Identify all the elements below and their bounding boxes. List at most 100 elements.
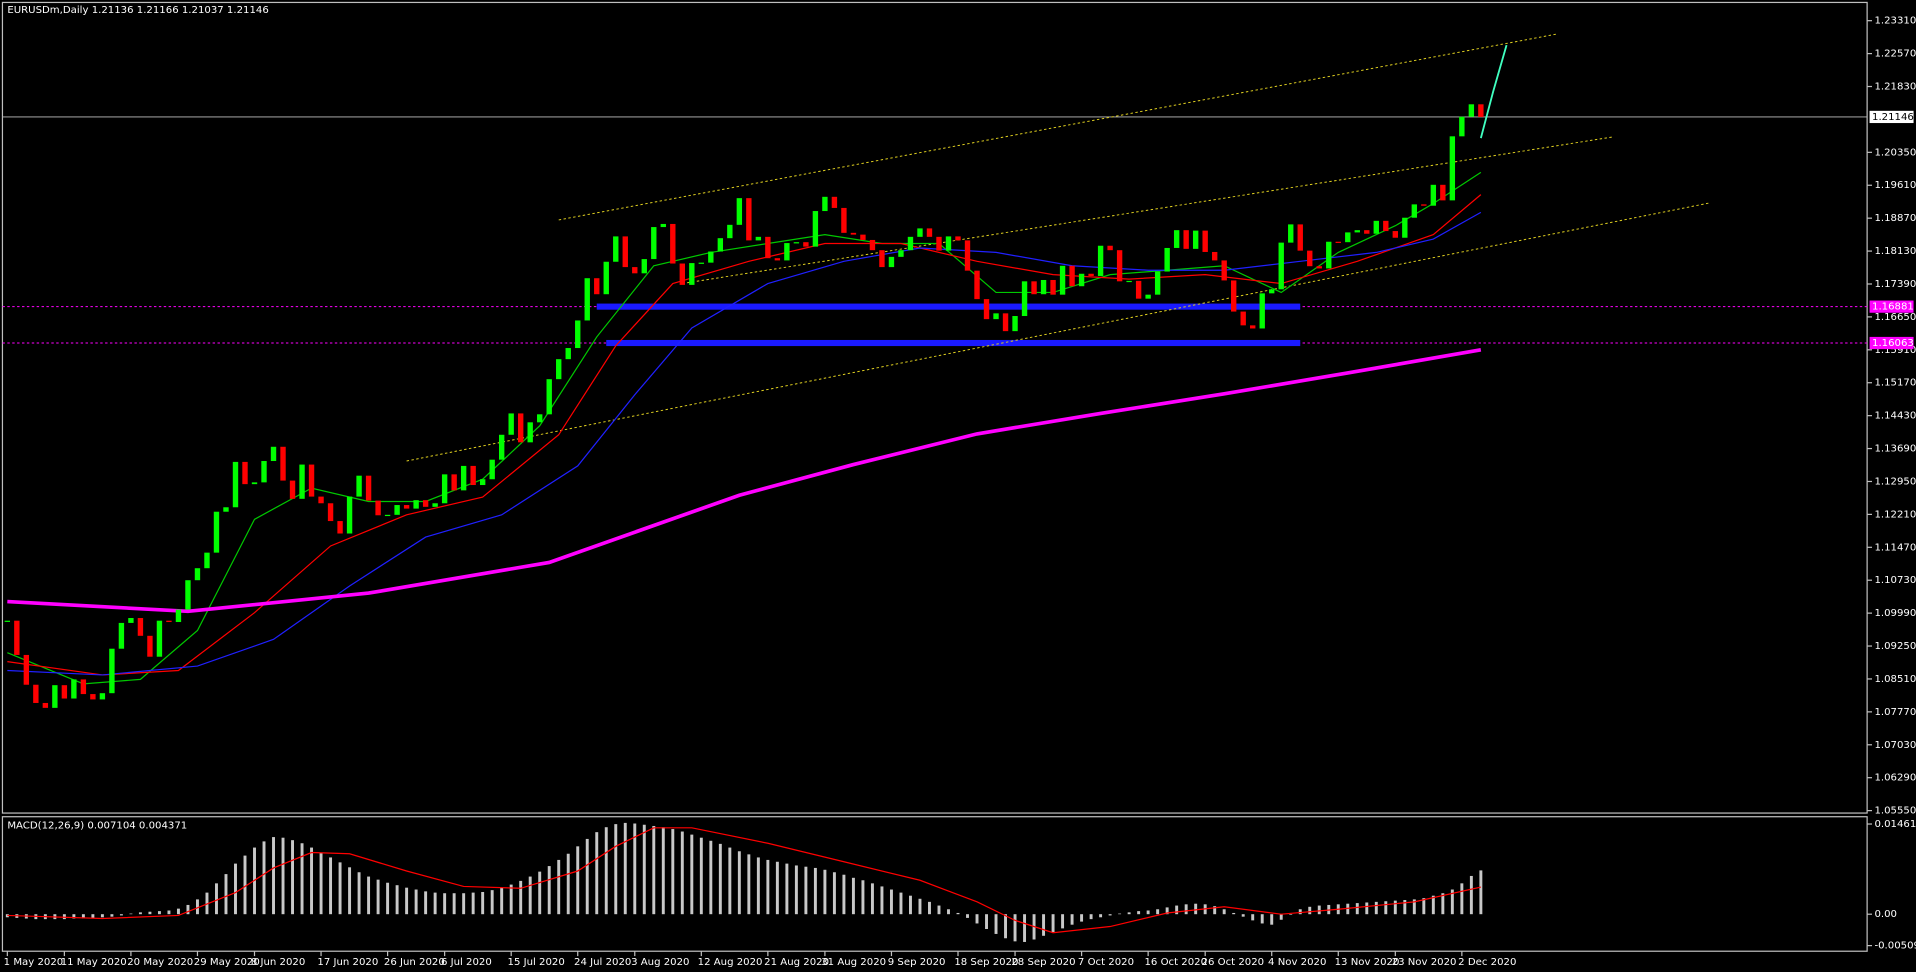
x-tick-label: 8 Jun 2020: [251, 957, 305, 968]
macd-bar: [804, 866, 808, 915]
macd-bar: [880, 886, 884, 915]
y-tick-label: 1.08510: [1874, 674, 1916, 685]
trend-line: [406, 202, 1710, 462]
level-label-box: [1869, 300, 1914, 313]
macd-bar: [642, 824, 646, 915]
candle: [451, 474, 457, 491]
macd-bar: [1213, 906, 1217, 915]
macd-bar: [72, 914, 76, 919]
candle: [432, 503, 438, 507]
macd-bar: [1156, 909, 1160, 915]
y-tick-label: 1.23310: [1874, 16, 1916, 27]
macd-bar: [861, 880, 865, 915]
macd-bar: [851, 877, 855, 915]
candle: [784, 243, 790, 261]
macd-panel-frame: [1, 816, 1868, 952]
candle: [1335, 241, 1341, 243]
candle: [1221, 260, 1227, 281]
candle: [689, 263, 695, 285]
macd-bar: [138, 912, 142, 915]
macd-bar: [1175, 905, 1179, 915]
macd-bar: [357, 872, 361, 915]
x-tick-label: 26 Oct 2020: [1202, 957, 1265, 968]
macd-bar: [243, 855, 247, 915]
candle: [1383, 220, 1389, 232]
macd-bar: [909, 895, 912, 915]
macd-bar: [1194, 903, 1198, 915]
candle: [1478, 104, 1484, 117]
candle: [1345, 232, 1351, 243]
axes: 1.23310 1.22570 1.21830 1.20350 1.19610 1.188…: [4, 16, 1916, 969]
candle: [80, 679, 87, 695]
candle: [1259, 293, 1265, 329]
candle: [479, 479, 486, 486]
candle: [1326, 241, 1332, 269]
projection-line: [1479, 44, 1508, 139]
macd-bar: [566, 853, 570, 915]
candle: [1430, 184, 1437, 206]
macd-bar: [129, 913, 133, 915]
candle: [860, 234, 866, 240]
x-tick-label: 21 Aug 2020: [764, 957, 829, 968]
candle: [888, 256, 895, 268]
candle: [974, 270, 980, 300]
y-tick-label: 1.07030: [1874, 740, 1916, 751]
macd-bar: [595, 832, 599, 915]
macd-bar: [1393, 900, 1397, 915]
candle: [90, 694, 96, 700]
macd-bar: [547, 866, 551, 915]
macd-bar: [823, 869, 827, 915]
y-tick-label: 1.11470: [1874, 542, 1916, 553]
y-tick-label: 1.16650: [1874, 312, 1916, 323]
y-tick-label: 1.13690: [1874, 444, 1916, 455]
candle: [831, 196, 838, 208]
macd-bar: [110, 914, 114, 917]
y-tick-label: 1.10730: [1874, 575, 1916, 586]
candle: [52, 685, 58, 708]
candle: [955, 236, 961, 241]
macd-bar: [1479, 870, 1483, 915]
candle: [717, 238, 724, 252]
price-series: [4, 44, 1508, 708]
candle: [289, 480, 296, 499]
macd-bar: [329, 857, 333, 915]
candle: [793, 242, 800, 244]
macd-bar: [1412, 899, 1416, 915]
x-tick-label: 16 Oct 2020: [1144, 957, 1207, 968]
macd-bar: [528, 876, 532, 915]
macd-y-tick-label: 0.014617: [1874, 819, 1916, 830]
candle: [1411, 204, 1418, 218]
x-tick-label: 9 Sep 2020: [888, 957, 946, 968]
candle: [879, 250, 885, 268]
macd-bar: [471, 892, 475, 915]
macd-bar: [519, 880, 523, 915]
candle: [926, 228, 933, 237]
macd-bar: [424, 891, 428, 915]
y-tick-label: 1.12950: [1874, 476, 1916, 487]
candle: [261, 461, 267, 483]
macd-bar: [604, 827, 608, 915]
candle: [4, 620, 11, 622]
macd-bar: [1004, 914, 1007, 939]
macd-bar: [766, 859, 770, 915]
macd-bar: [1279, 914, 1283, 920]
x-tick-label: 3 Aug 2020: [631, 957, 689, 968]
y-tick-label: 1.20350: [1874, 147, 1916, 158]
macd-bar: [433, 892, 437, 915]
macd-bar: [1222, 909, 1226, 915]
macd-bar: [842, 874, 846, 915]
candle: [441, 474, 448, 504]
macd-bar: [319, 852, 323, 915]
macd-bar: [1460, 883, 1464, 915]
candle: [1116, 250, 1123, 282]
macd-bar: [928, 901, 931, 915]
x-tick-label: 23 Nov 2020: [1392, 957, 1457, 968]
symbol-header: EURUSDm,Daily 1.21136 1.21166 1.21037 1.…: [7, 5, 268, 16]
candle: [498, 434, 505, 460]
trend-line: [682, 136, 1615, 285]
candle: [422, 500, 429, 507]
macd-bar: [671, 829, 675, 915]
macd-bar: [1099, 914, 1103, 918]
macd-bar: [775, 861, 779, 915]
